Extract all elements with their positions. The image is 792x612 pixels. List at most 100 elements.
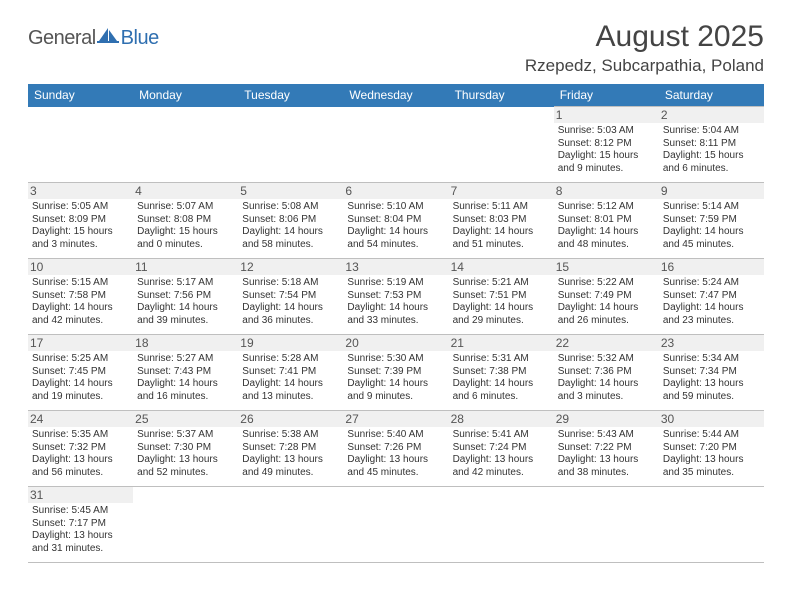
day-number: 11: [133, 259, 238, 275]
info-line: Daylight: 14 hours: [663, 226, 760, 239]
info-line: Sunrise: 5:24 AM: [663, 277, 760, 290]
day-info: Sunrise: 5:30 AMSunset: 7:39 PMDaylight:…: [347, 353, 444, 403]
info-line: and 31 minutes.: [32, 543, 129, 556]
day-number: 6: [343, 183, 448, 199]
info-line: Sunset: 7:20 PM: [663, 442, 760, 455]
info-line: Sunrise: 5:17 AM: [137, 277, 234, 290]
day-number: 3: [28, 183, 133, 199]
weekday-header: Saturday: [659, 84, 764, 107]
day-info: Sunrise: 5:35 AMSunset: 7:32 PMDaylight:…: [32, 429, 129, 479]
month-title: August 2025: [525, 20, 764, 54]
day-info: Sunrise: 5:12 AMSunset: 8:01 PMDaylight:…: [558, 201, 655, 251]
info-line: and 45 minutes.: [663, 239, 760, 252]
info-line: Sunrise: 5:35 AM: [32, 429, 129, 442]
day-info: Sunrise: 5:15 AMSunset: 7:58 PMDaylight:…: [32, 277, 129, 327]
calendar-day-cell: [449, 107, 554, 183]
info-line: and 49 minutes.: [242, 467, 339, 480]
info-line: Sunrise: 5:08 AM: [242, 201, 339, 214]
info-line: Sunrise: 5:27 AM: [137, 353, 234, 366]
info-line: and 35 minutes.: [663, 467, 760, 480]
calendar-day-cell: 14Sunrise: 5:21 AMSunset: 7:51 PMDayligh…: [449, 259, 554, 335]
info-line: Sunset: 8:11 PM: [663, 138, 760, 151]
day-number: 28: [449, 411, 554, 427]
info-line: Sunset: 8:01 PM: [558, 214, 655, 227]
info-line: Daylight: 13 hours: [137, 454, 234, 467]
day-info: Sunrise: 5:08 AMSunset: 8:06 PMDaylight:…: [242, 201, 339, 251]
day-info: Sunrise: 5:32 AMSunset: 7:36 PMDaylight:…: [558, 353, 655, 403]
calendar-day-cell: 16Sunrise: 5:24 AMSunset: 7:47 PMDayligh…: [659, 259, 764, 335]
day-info: Sunrise: 5:07 AMSunset: 8:08 PMDaylight:…: [137, 201, 234, 251]
info-line: Sunset: 8:09 PM: [32, 214, 129, 227]
info-line: Sunset: 7:34 PM: [663, 366, 760, 379]
day-info: Sunrise: 5:19 AMSunset: 7:53 PMDaylight:…: [347, 277, 444, 327]
calendar-day-cell: 21Sunrise: 5:31 AMSunset: 7:38 PMDayligh…: [449, 335, 554, 411]
info-line: Sunset: 7:38 PM: [453, 366, 550, 379]
info-line: and 48 minutes.: [558, 239, 655, 252]
day-info: Sunrise: 5:25 AMSunset: 7:45 PMDaylight:…: [32, 353, 129, 403]
info-line: and 6 minutes.: [663, 163, 760, 176]
location: Rzepedz, Subcarpathia, Poland: [525, 56, 764, 76]
info-line: Daylight: 14 hours: [663, 302, 760, 315]
calendar-day-cell: [343, 107, 448, 183]
info-line: Sunrise: 5:19 AM: [347, 277, 444, 290]
info-line: Daylight: 14 hours: [453, 302, 550, 315]
calendar-day-cell: [238, 107, 343, 183]
calendar-day-cell: 5Sunrise: 5:08 AMSunset: 8:06 PMDaylight…: [238, 183, 343, 259]
day-number: 4: [133, 183, 238, 199]
info-line: Sunrise: 5:05 AM: [32, 201, 129, 214]
info-line: Daylight: 14 hours: [453, 378, 550, 391]
info-line: and 33 minutes.: [347, 315, 444, 328]
calendar-day-cell: [238, 487, 343, 563]
info-line: Daylight: 13 hours: [242, 454, 339, 467]
info-line: and 36 minutes.: [242, 315, 339, 328]
calendar-week-row: 1Sunrise: 5:03 AMSunset: 8:12 PMDaylight…: [28, 107, 764, 183]
info-line: Daylight: 13 hours: [663, 454, 760, 467]
calendar-day-cell: 22Sunrise: 5:32 AMSunset: 7:36 PMDayligh…: [554, 335, 659, 411]
info-line: and 3 minutes.: [558, 391, 655, 404]
calendar-day-cell: 10Sunrise: 5:15 AMSunset: 7:58 PMDayligh…: [28, 259, 133, 335]
info-line: Sunset: 8:06 PM: [242, 214, 339, 227]
calendar-day-cell: 27Sunrise: 5:40 AMSunset: 7:26 PMDayligh…: [343, 411, 448, 487]
info-line: and 13 minutes.: [242, 391, 339, 404]
info-line: and 23 minutes.: [663, 315, 760, 328]
day-info: Sunrise: 5:40 AMSunset: 7:26 PMDaylight:…: [347, 429, 444, 479]
title-block: August 2025 Rzepedz, Subcarpathia, Polan…: [525, 20, 764, 76]
info-line: Daylight: 14 hours: [347, 302, 444, 315]
day-info: Sunrise: 5:10 AMSunset: 8:04 PMDaylight:…: [347, 201, 444, 251]
info-line: Sunrise: 5:44 AM: [663, 429, 760, 442]
day-number: 24: [28, 411, 133, 427]
day-number: 17: [28, 335, 133, 351]
calendar-day-cell: 24 Sunrise: 5:35 AMSunset: 7:32 PMDayligh…: [28, 411, 133, 487]
day-number: 19: [238, 335, 343, 351]
info-line: Daylight: 15 hours: [137, 226, 234, 239]
calendar-day-cell: [449, 487, 554, 563]
info-line: Sunset: 8:04 PM: [347, 214, 444, 227]
info-line: Daylight: 13 hours: [453, 454, 550, 467]
day-number: 9: [659, 183, 764, 199]
info-line: Daylight: 13 hours: [347, 454, 444, 467]
day-number: 12: [238, 259, 343, 275]
info-line: Daylight: 14 hours: [242, 378, 339, 391]
info-line: Daylight: 13 hours: [663, 378, 760, 391]
info-line: Sunrise: 5:43 AM: [558, 429, 655, 442]
day-info: Sunrise: 5:04 AMSunset: 8:11 PMDaylight:…: [663, 125, 760, 175]
day-info: Sunrise: 5:41 AMSunset: 7:24 PMDaylight:…: [453, 429, 550, 479]
info-line: Sunrise: 5:28 AM: [242, 353, 339, 366]
calendar-table: Sunday Monday Tuesday Wednesday Thursday…: [28, 84, 764, 563]
info-line: and 52 minutes.: [137, 467, 234, 480]
calendar-day-cell: 11Sunrise: 5:17 AMSunset: 7:56 PMDayligh…: [133, 259, 238, 335]
calendar-day-cell: 20Sunrise: 5:30 AMSunset: 7:39 PMDayligh…: [343, 335, 448, 411]
calendar-day-cell: 30 Sunrise: 5:44 AMSunset: 7:20 PMDayligh…: [659, 411, 764, 487]
info-line: Sunrise: 5:22 AM: [558, 277, 655, 290]
info-line: Sunset: 7:30 PM: [137, 442, 234, 455]
day-number: 25: [133, 411, 238, 427]
calendar-day-cell: 15Sunrise: 5:22 AMSunset: 7:49 PMDayligh…: [554, 259, 659, 335]
info-line: Sunrise: 5:37 AM: [137, 429, 234, 442]
info-line: Daylight: 14 hours: [137, 302, 234, 315]
day-info: Sunrise: 5:14 AMSunset: 7:59 PMDaylight:…: [663, 201, 760, 251]
day-info: Sunrise: 5:22 AMSunset: 7:49 PMDaylight:…: [558, 277, 655, 327]
calendar-day-cell: 2Sunrise: 5:04 AMSunset: 8:11 PMDaylight…: [659, 107, 764, 183]
info-line: Daylight: 13 hours: [32, 454, 129, 467]
day-number: 16: [659, 259, 764, 275]
day-number: 30: [659, 411, 764, 427]
